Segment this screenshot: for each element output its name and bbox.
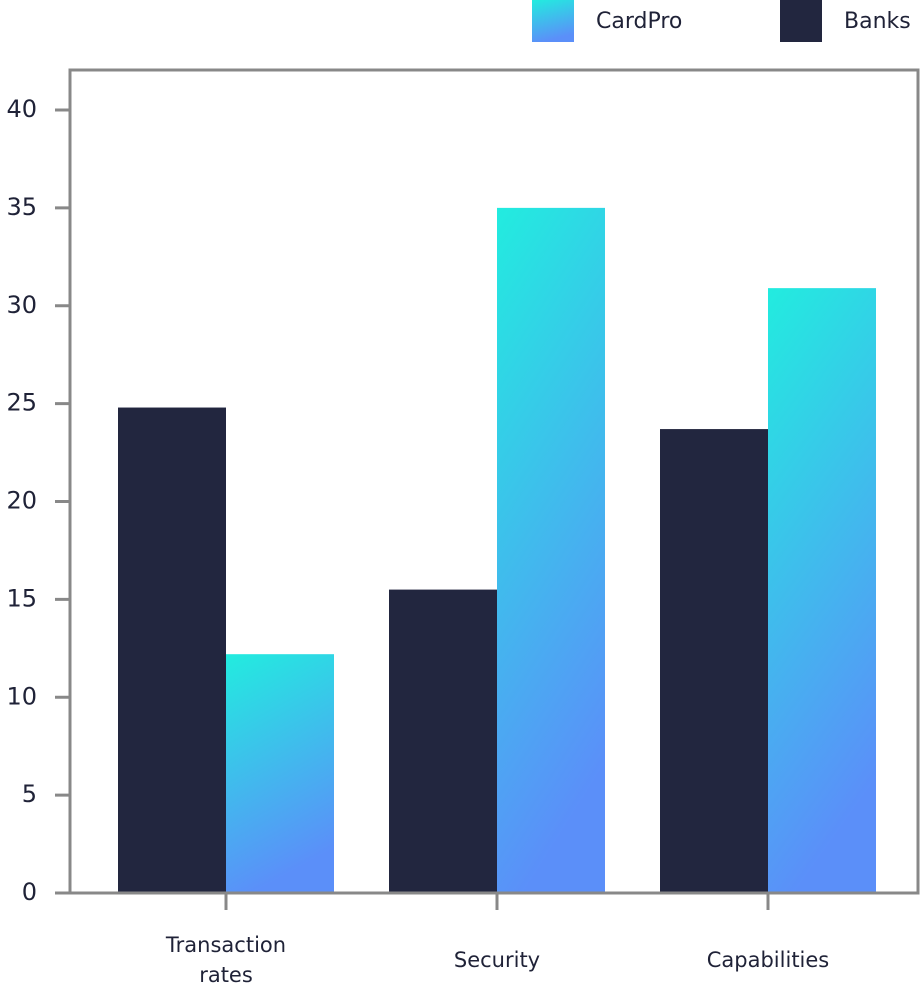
legend-swatch [780,0,822,42]
y-tick-label: 35 [6,193,37,221]
bar [768,288,876,893]
bar [226,654,334,893]
bar [389,589,497,893]
x-tick-label: Transaction rates [165,933,287,985]
y-tick-label: 0 [22,878,37,906]
y-tick-label: 30 [6,291,37,319]
plot-frame [68,68,920,895]
y-tick-label: 20 [6,487,37,515]
bar [660,429,768,893]
y-tick-label: 10 [6,682,37,710]
x-tick-label: Capabilities [706,948,830,972]
legend-label: CardPro [596,9,682,34]
x-tick-label: Security [453,948,541,972]
y-tick-label: 15 [6,584,37,612]
legend-swatch [532,0,574,42]
y-tick-label: 5 [22,780,37,808]
y-tick-label: 25 [6,389,37,417]
bar [497,207,605,893]
legend-label: Banks [844,9,911,34]
y-tick-label: 40 [6,95,37,123]
bar [118,407,226,893]
